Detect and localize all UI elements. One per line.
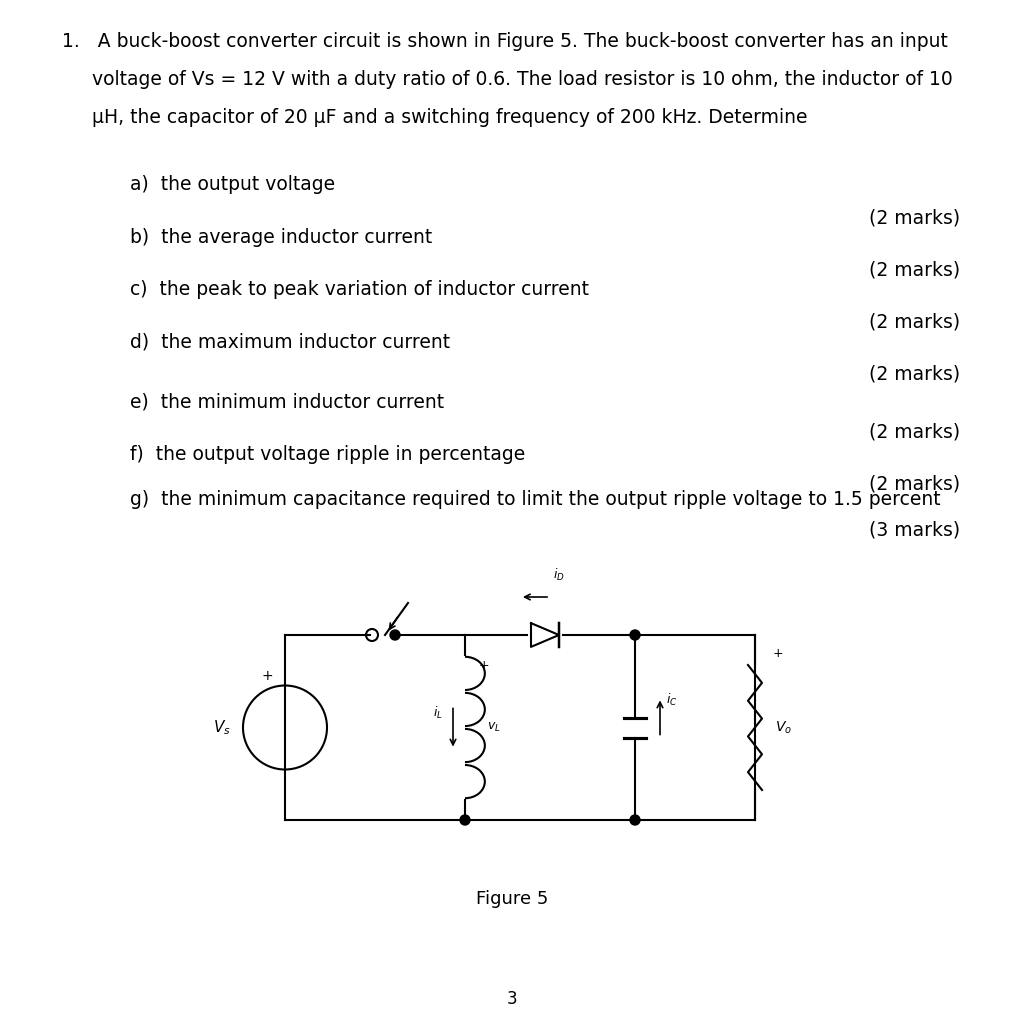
Text: 1.   A buck-boost converter circuit is shown in Figure 5. The buck-boost convert: 1. A buck-boost converter circuit is sho… bbox=[62, 32, 948, 51]
Text: $V_o$: $V_o$ bbox=[775, 719, 792, 735]
Text: $i_C$: $i_C$ bbox=[666, 691, 678, 708]
Circle shape bbox=[630, 630, 640, 640]
Text: b)  the average inductor current: b) the average inductor current bbox=[130, 228, 432, 247]
Text: $v_L$: $v_L$ bbox=[487, 721, 501, 734]
Text: d)  the maximum inductor current: d) the maximum inductor current bbox=[130, 332, 451, 351]
Text: (3 marks): (3 marks) bbox=[869, 520, 961, 539]
Circle shape bbox=[460, 815, 470, 825]
Text: $V_s$: $V_s$ bbox=[213, 718, 231, 737]
Circle shape bbox=[630, 815, 640, 825]
Text: +: + bbox=[261, 669, 272, 683]
Text: (2 marks): (2 marks) bbox=[869, 422, 961, 441]
Text: (2 marks): (2 marks) bbox=[869, 475, 961, 494]
Text: +: + bbox=[479, 659, 489, 673]
Text: (2 marks): (2 marks) bbox=[869, 208, 961, 227]
Text: a)  the output voltage: a) the output voltage bbox=[130, 175, 335, 194]
Circle shape bbox=[390, 630, 400, 640]
Text: voltage of Vs = 12 V with a duty ratio of 0.6. The load resistor is 10 ohm, the : voltage of Vs = 12 V with a duty ratio o… bbox=[62, 70, 952, 89]
Text: $i_D$: $i_D$ bbox=[553, 567, 565, 583]
Text: +: + bbox=[773, 647, 783, 660]
Text: $i_L$: $i_L$ bbox=[433, 705, 443, 721]
Text: Figure 5: Figure 5 bbox=[476, 890, 548, 908]
Text: (2 marks): (2 marks) bbox=[869, 260, 961, 279]
Text: c)  the peak to peak variation of inductor current: c) the peak to peak variation of inducto… bbox=[130, 280, 589, 299]
Text: (2 marks): (2 marks) bbox=[869, 364, 961, 383]
Text: e)  the minimum inductor current: e) the minimum inductor current bbox=[130, 392, 444, 411]
Text: g)  the minimum capacitance required to limit the output ripple voltage to 1.5 p: g) the minimum capacitance required to l… bbox=[130, 490, 941, 509]
Text: μH, the capacitor of 20 μF and a switching frequency of 200 kHz. Determine: μH, the capacitor of 20 μF and a switchi… bbox=[62, 108, 808, 127]
Text: 3: 3 bbox=[507, 990, 517, 1008]
Text: (2 marks): (2 marks) bbox=[869, 312, 961, 331]
Text: f)  the output voltage ripple in percentage: f) the output voltage ripple in percenta… bbox=[130, 445, 525, 464]
